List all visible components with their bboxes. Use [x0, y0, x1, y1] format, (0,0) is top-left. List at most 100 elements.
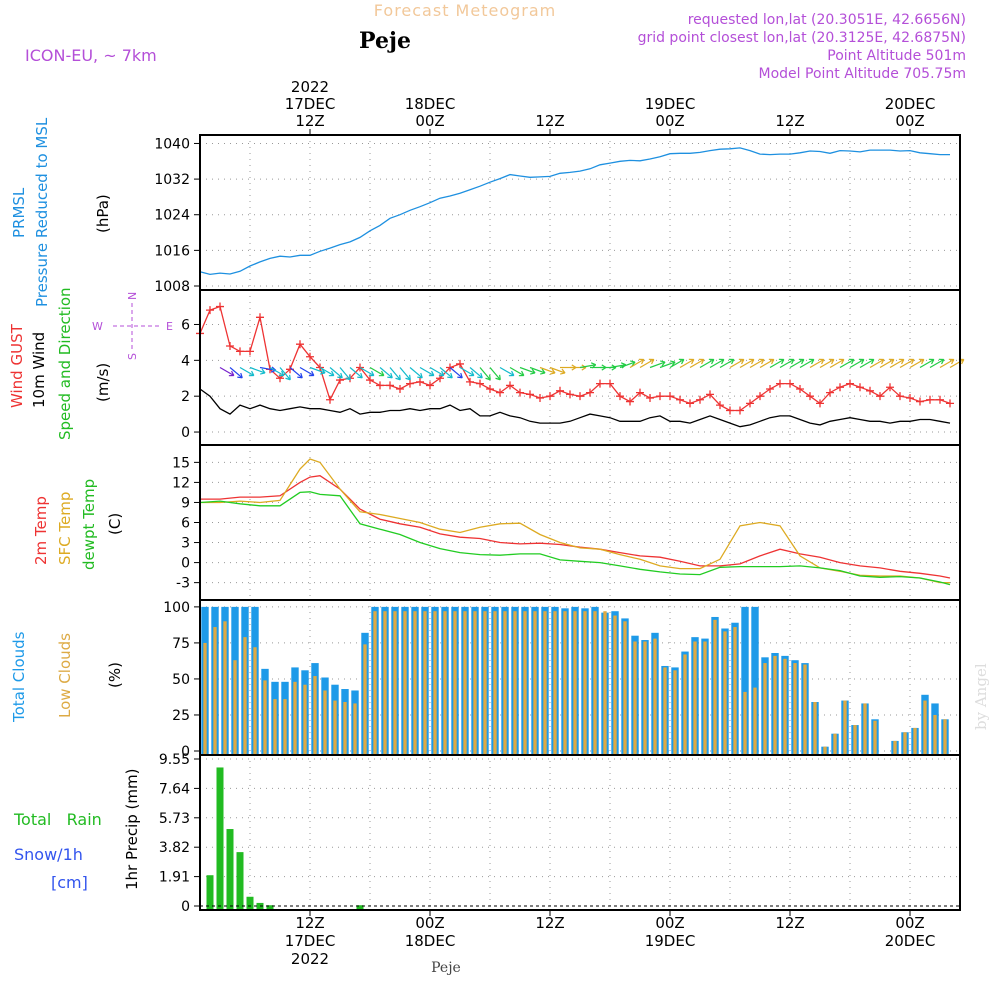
- y-tick-label: 1032: [154, 172, 190, 188]
- wind-arrow-shaft: [899, 358, 915, 369]
- wind-arrow-head: [738, 358, 745, 365]
- wind-arrow-shaft: [849, 358, 865, 369]
- low-clouds-bar: [893, 740, 897, 755]
- wind-arrow-head: [868, 358, 875, 365]
- wind-arrow-head: [345, 374, 351, 381]
- gust-marker: [806, 392, 814, 401]
- low-clouds-bar: [553, 611, 557, 755]
- low-clouds-bar: [293, 681, 297, 755]
- low-clouds-bar: [923, 700, 927, 755]
- wind-arrow: [369, 366, 385, 377]
- low-clouds-bar: [383, 611, 387, 755]
- compass-south: S: [126, 353, 139, 360]
- wind-arrow-shaft: [689, 358, 705, 369]
- wind-arrow: [489, 367, 501, 381]
- gust-marker: [726, 406, 734, 415]
- wind-arrow: [229, 367, 243, 379]
- wind-arrow: [879, 358, 895, 369]
- low-clouds-bar: [773, 655, 777, 755]
- pressure-unit: (hPa): [94, 194, 112, 233]
- wind-arrow: [429, 366, 445, 377]
- wind-arrow: [789, 358, 805, 369]
- wind-arrow-shaft: [739, 358, 755, 369]
- rain-bar: [236, 852, 244, 910]
- snow-unit-label: [cm]: [51, 873, 88, 892]
- low-clouds-bar: [783, 658, 787, 755]
- wind-arrow-shaft: [319, 366, 335, 377]
- y-tick-label: 2: [181, 389, 190, 405]
- top-time-label: 17DEC: [285, 95, 336, 113]
- low-clouds-bar: [323, 690, 327, 755]
- low-clouds-bar: [593, 611, 597, 755]
- low-clouds-bar: [533, 611, 537, 755]
- series-line-prmsl: [199, 147, 950, 276]
- y-tick-label: 0: [181, 556, 190, 572]
- low-clouds-bar: [543, 611, 547, 755]
- wind-arrow-shaft: [919, 358, 935, 369]
- wind-arrow-head: [248, 370, 255, 377]
- wind-arrow: [619, 360, 636, 369]
- gust-marker: [496, 388, 504, 397]
- compass-north: N: [126, 292, 139, 300]
- wind-arrow-shaft: [769, 358, 785, 369]
- compass-west: W: [92, 320, 103, 333]
- low-clouds-bar: [823, 746, 827, 755]
- wind-arrow-shaft: [619, 361, 636, 369]
- gust-marker: [716, 401, 724, 410]
- gust-marker: [466, 377, 474, 386]
- gust-marker: [476, 379, 484, 388]
- wind-arrow-head: [387, 372, 393, 379]
- wind-arrow-head: [660, 360, 666, 367]
- wind-arrow: [269, 366, 285, 377]
- wind-arrow: [629, 358, 645, 369]
- wind-arrow-head: [260, 368, 266, 375]
- low-clouds-bar: [463, 611, 467, 755]
- low-clouds-bar: [373, 611, 377, 755]
- wind-arrow-head: [728, 358, 735, 365]
- low-clouds-bar: [243, 637, 247, 755]
- gust-marker: [406, 379, 414, 388]
- wind-arrow: [809, 358, 825, 369]
- top-time-label: 12Z: [535, 112, 564, 130]
- wind-arrow-shaft: [889, 358, 905, 369]
- y-tick-label: 4: [181, 353, 190, 369]
- wind-arrow-shaft: [869, 358, 885, 369]
- wind-arrow-shaft: [839, 358, 855, 369]
- wind-arrow-head: [688, 358, 695, 365]
- wind-arrow-shaft: [509, 366, 525, 377]
- low-clouds-bar: [703, 641, 707, 755]
- low-clouds-bar: [683, 654, 687, 755]
- wind-arrow: [519, 366, 536, 375]
- wind-arrow: [749, 358, 765, 369]
- wind-arrow: [539, 366, 556, 375]
- wind-arrow-head: [560, 368, 566, 375]
- gust-marker: [816, 399, 824, 408]
- wind-arrow-head: [328, 370, 335, 377]
- gust-marker: [216, 302, 224, 311]
- wind-arrow-shaft: [309, 366, 326, 374]
- wind-arrow-head: [540, 368, 546, 375]
- top-time-label: 18DEC: [405, 95, 456, 113]
- wind-arrow-head: [308, 370, 315, 377]
- wind-arrow-shaft: [349, 367, 363, 379]
- low-clouds-bar: [753, 687, 757, 755]
- wind-arrow-shaft: [249, 366, 266, 374]
- pressure-label-1: PRMSL: [10, 187, 28, 238]
- wind-arrow-shaft: [779, 358, 795, 369]
- wind-arrow: [449, 367, 463, 379]
- wind-arrow-head: [748, 358, 755, 365]
- wind-arrow: [549, 366, 566, 375]
- wind-arrow-head: [428, 370, 435, 377]
- y-tick-label: 100: [163, 600, 190, 616]
- top-time-label: 19DEC: [645, 95, 696, 113]
- low-clouds-bar: [413, 611, 417, 755]
- low-clouds-bar: [563, 611, 567, 755]
- wind-arrow-head: [518, 370, 525, 377]
- wind-arrow-shaft: [229, 367, 243, 379]
- gust-marker: [396, 385, 404, 394]
- wind-arrow-head: [708, 358, 715, 365]
- wind-arrow-head: [278, 370, 285, 377]
- series-line-2m-temp: [200, 475, 951, 579]
- wind-arrow-head: [938, 358, 945, 365]
